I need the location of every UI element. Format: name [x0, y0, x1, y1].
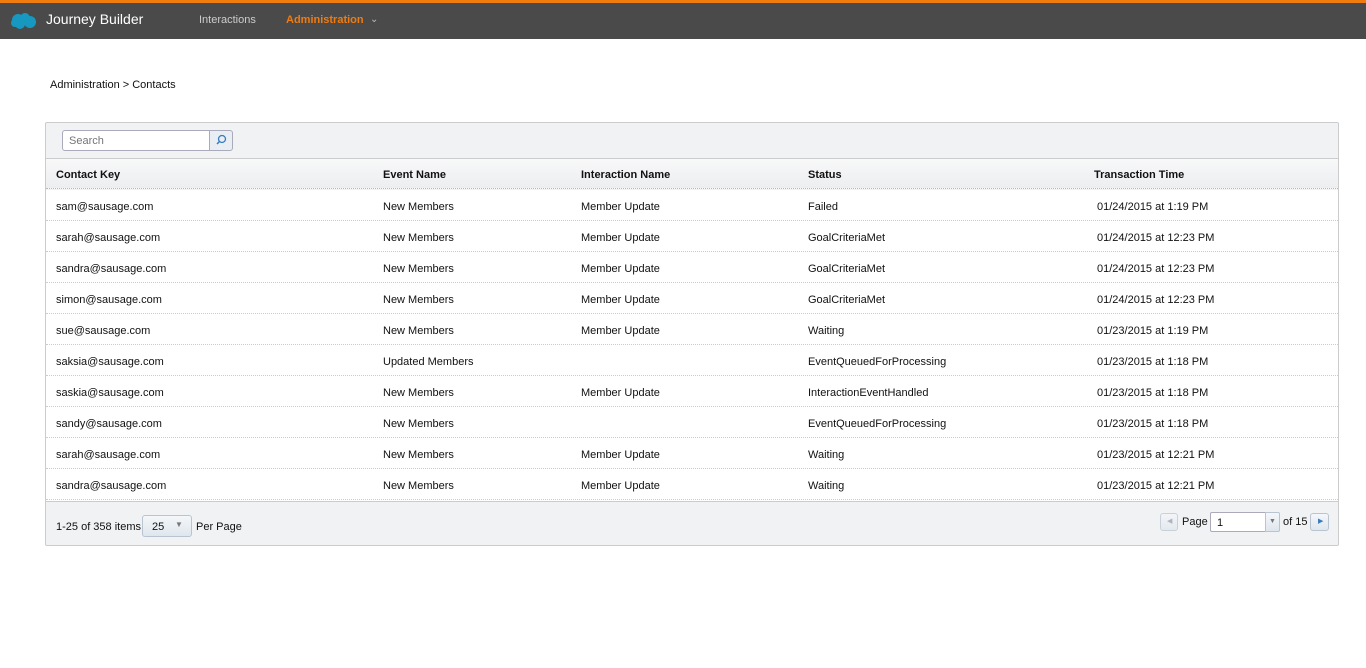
- cell-interaction-name: Member Update: [581, 325, 660, 337]
- cell-interaction-name: Member Update: [581, 480, 660, 492]
- search-icon: [216, 134, 227, 145]
- per-page-value: 25: [152, 521, 165, 533]
- page-count: of 15: [1283, 516, 1308, 528]
- cell-event-name: Updated Members: [383, 356, 474, 368]
- cell-event-name: New Members: [383, 418, 454, 430]
- cell-contact-key: saksia@sausage.com: [56, 356, 164, 368]
- cell-transaction-time: 01/24/2015 at 12:23 PM: [1097, 232, 1215, 244]
- cell-transaction-time: 01/24/2015 at 1:19 PM: [1097, 201, 1209, 213]
- page-input[interactable]: 1: [1210, 512, 1266, 532]
- cell-interaction-name: Member Update: [581, 232, 660, 244]
- cell-event-name: New Members: [383, 263, 454, 275]
- cell-event-name: New Members: [383, 480, 454, 492]
- breadcrumb: Administration > Contacts: [50, 79, 176, 91]
- search-input[interactable]: [62, 130, 210, 151]
- cell-transaction-time: 01/23/2015 at 1:18 PM: [1097, 387, 1209, 399]
- per-page-select[interactable]: 25 ▼: [142, 515, 192, 537]
- cell-contact-key: sam@sausage.com: [56, 201, 154, 213]
- cell-event-name: New Members: [383, 449, 454, 461]
- page-select-button[interactable]: ▼: [1265, 512, 1280, 532]
- pager: 1-25 of 358 items 25 ▼ Per Page ◀ Page 1…: [46, 501, 1338, 546]
- salesforce-cloud-logo-icon: [11, 13, 36, 29]
- contacts-grid: Contact Key Event Name Interaction Name Sta…: [45, 122, 1339, 546]
- cell-status: GoalCriteriaMet: [808, 263, 886, 275]
- cell-status: EventQueuedForProcessing: [808, 418, 947, 430]
- cell-contact-key: saskia@sausage.com: [56, 387, 164, 399]
- cell-contact-key: sandra@sausage.com: [56, 263, 167, 275]
- column-header-contact-key[interactable]: Contact Key: [56, 169, 121, 181]
- search-button[interactable]: [209, 130, 233, 151]
- cell-interaction-name: Member Update: [581, 294, 660, 306]
- cell-status: GoalCriteriaMet: [808, 232, 886, 244]
- caret-down-icon: ▼: [1269, 518, 1276, 525]
- table-row[interactable]: sandy@sausage.com New Members EventQueuedF…: [46, 407, 1338, 438]
- cell-contact-key: sandra@sausage.com: [56, 480, 167, 492]
- cell-event-name: New Members: [383, 232, 454, 244]
- cell-event-name: New Members: [383, 294, 454, 306]
- cell-contact-key: sarah@sausage.com: [56, 449, 161, 461]
- cell-transaction-time: 01/23/2015 at 1:18 PM: [1097, 418, 1209, 430]
- caret-down-icon: ▼: [175, 520, 183, 529]
- cell-interaction-name: Member Update: [581, 387, 660, 399]
- cell-status: Waiting: [808, 449, 845, 461]
- table-row[interactable]: sam@sausage.com New Members Member Update F…: [46, 190, 1338, 221]
- table-row[interactable]: sarah@sausage.com New Members Member Updat…: [46, 221, 1338, 252]
- cell-event-name: New Members: [383, 201, 454, 213]
- top-nav-bar: Journey Builder Interactions Administrat…: [0, 0, 1366, 39]
- prev-page-button[interactable]: ◀: [1160, 513, 1178, 531]
- table-header: Contact Key Event Name Interaction Name Sta…: [46, 158, 1338, 189]
- cell-status: Waiting: [808, 480, 845, 492]
- table-row[interactable]: saskia@sausage.com New Members Member Upda…: [46, 376, 1338, 407]
- next-page-button[interactable]: ▶: [1310, 513, 1329, 531]
- cell-interaction-name: Member Update: [581, 449, 660, 461]
- cell-contact-key: simon@sausage.com: [56, 294, 162, 306]
- table-row[interactable]: saksia@sausage.com Updated Members EventQu…: [46, 345, 1338, 376]
- cell-contact-key: sarah@sausage.com: [56, 232, 161, 244]
- cell-status: Waiting: [808, 325, 845, 337]
- column-header-interaction-name[interactable]: Interaction Name: [581, 169, 671, 181]
- column-header-status[interactable]: Status: [808, 169, 842, 181]
- column-header-transaction-time[interactable]: Transaction Time: [1094, 169, 1185, 181]
- cell-event-name: New Members: [383, 387, 454, 399]
- page-label: Page: [1182, 516, 1208, 528]
- cell-transaction-time: 01/23/2015 at 12:21 PM: [1097, 480, 1215, 492]
- cell-transaction-time: 01/23/2015 at 1:18 PM: [1097, 356, 1209, 368]
- nav-administration[interactable]: Administration: [286, 14, 364, 26]
- table-row[interactable]: sue@sausage.com New Members Member Update W…: [46, 314, 1338, 345]
- cell-transaction-time: 01/23/2015 at 12:21 PM: [1097, 449, 1215, 461]
- cell-interaction-name: Member Update: [581, 201, 660, 213]
- cell-event-name: New Members: [383, 325, 454, 337]
- column-header-event-name[interactable]: Event Name: [383, 169, 446, 181]
- cell-status: Failed: [808, 201, 838, 213]
- caret-left-icon: ◀: [1167, 518, 1173, 525]
- caret-right-icon: ▶: [1318, 518, 1324, 525]
- cell-interaction-name: Member Update: [581, 263, 660, 275]
- table-row[interactable]: simon@sausage.com New Members Member Updat…: [46, 283, 1338, 314]
- table-row[interactable]: sarah@sausage.com New Members Member Updat…: [46, 438, 1338, 469]
- cell-transaction-time: 01/24/2015 at 12:23 PM: [1097, 263, 1215, 275]
- table-row[interactable]: sandra@sausage.com New Members Member Upda…: [46, 469, 1338, 500]
- chevron-down-icon[interactable]: ⌄: [370, 14, 379, 25]
- page-value: 1: [1217, 517, 1224, 529]
- cell-transaction-time: 01/24/2015 at 12:23 PM: [1097, 294, 1215, 306]
- table-body: sam@sausage.com New Members Member Update F…: [46, 190, 1338, 501]
- cell-contact-key: sandy@sausage.com: [56, 418, 162, 430]
- table-row[interactable]: sandra@sausage.com New Members Member Upda…: [46, 252, 1338, 283]
- cell-transaction-time: 01/23/2015 at 1:19 PM: [1097, 325, 1209, 337]
- per-page-label: Per Page: [196, 521, 242, 533]
- cell-status: EventQueuedForProcessing: [808, 356, 947, 368]
- app-title: Journey Builder: [46, 11, 144, 27]
- cell-status: GoalCriteriaMet: [808, 294, 886, 306]
- nav-interactions[interactable]: Interactions: [199, 14, 256, 26]
- items-count: 1-25 of 358 items: [56, 521, 141, 533]
- cell-status: InteractionEventHandled: [808, 387, 929, 399]
- cell-contact-key: sue@sausage.com: [56, 325, 151, 337]
